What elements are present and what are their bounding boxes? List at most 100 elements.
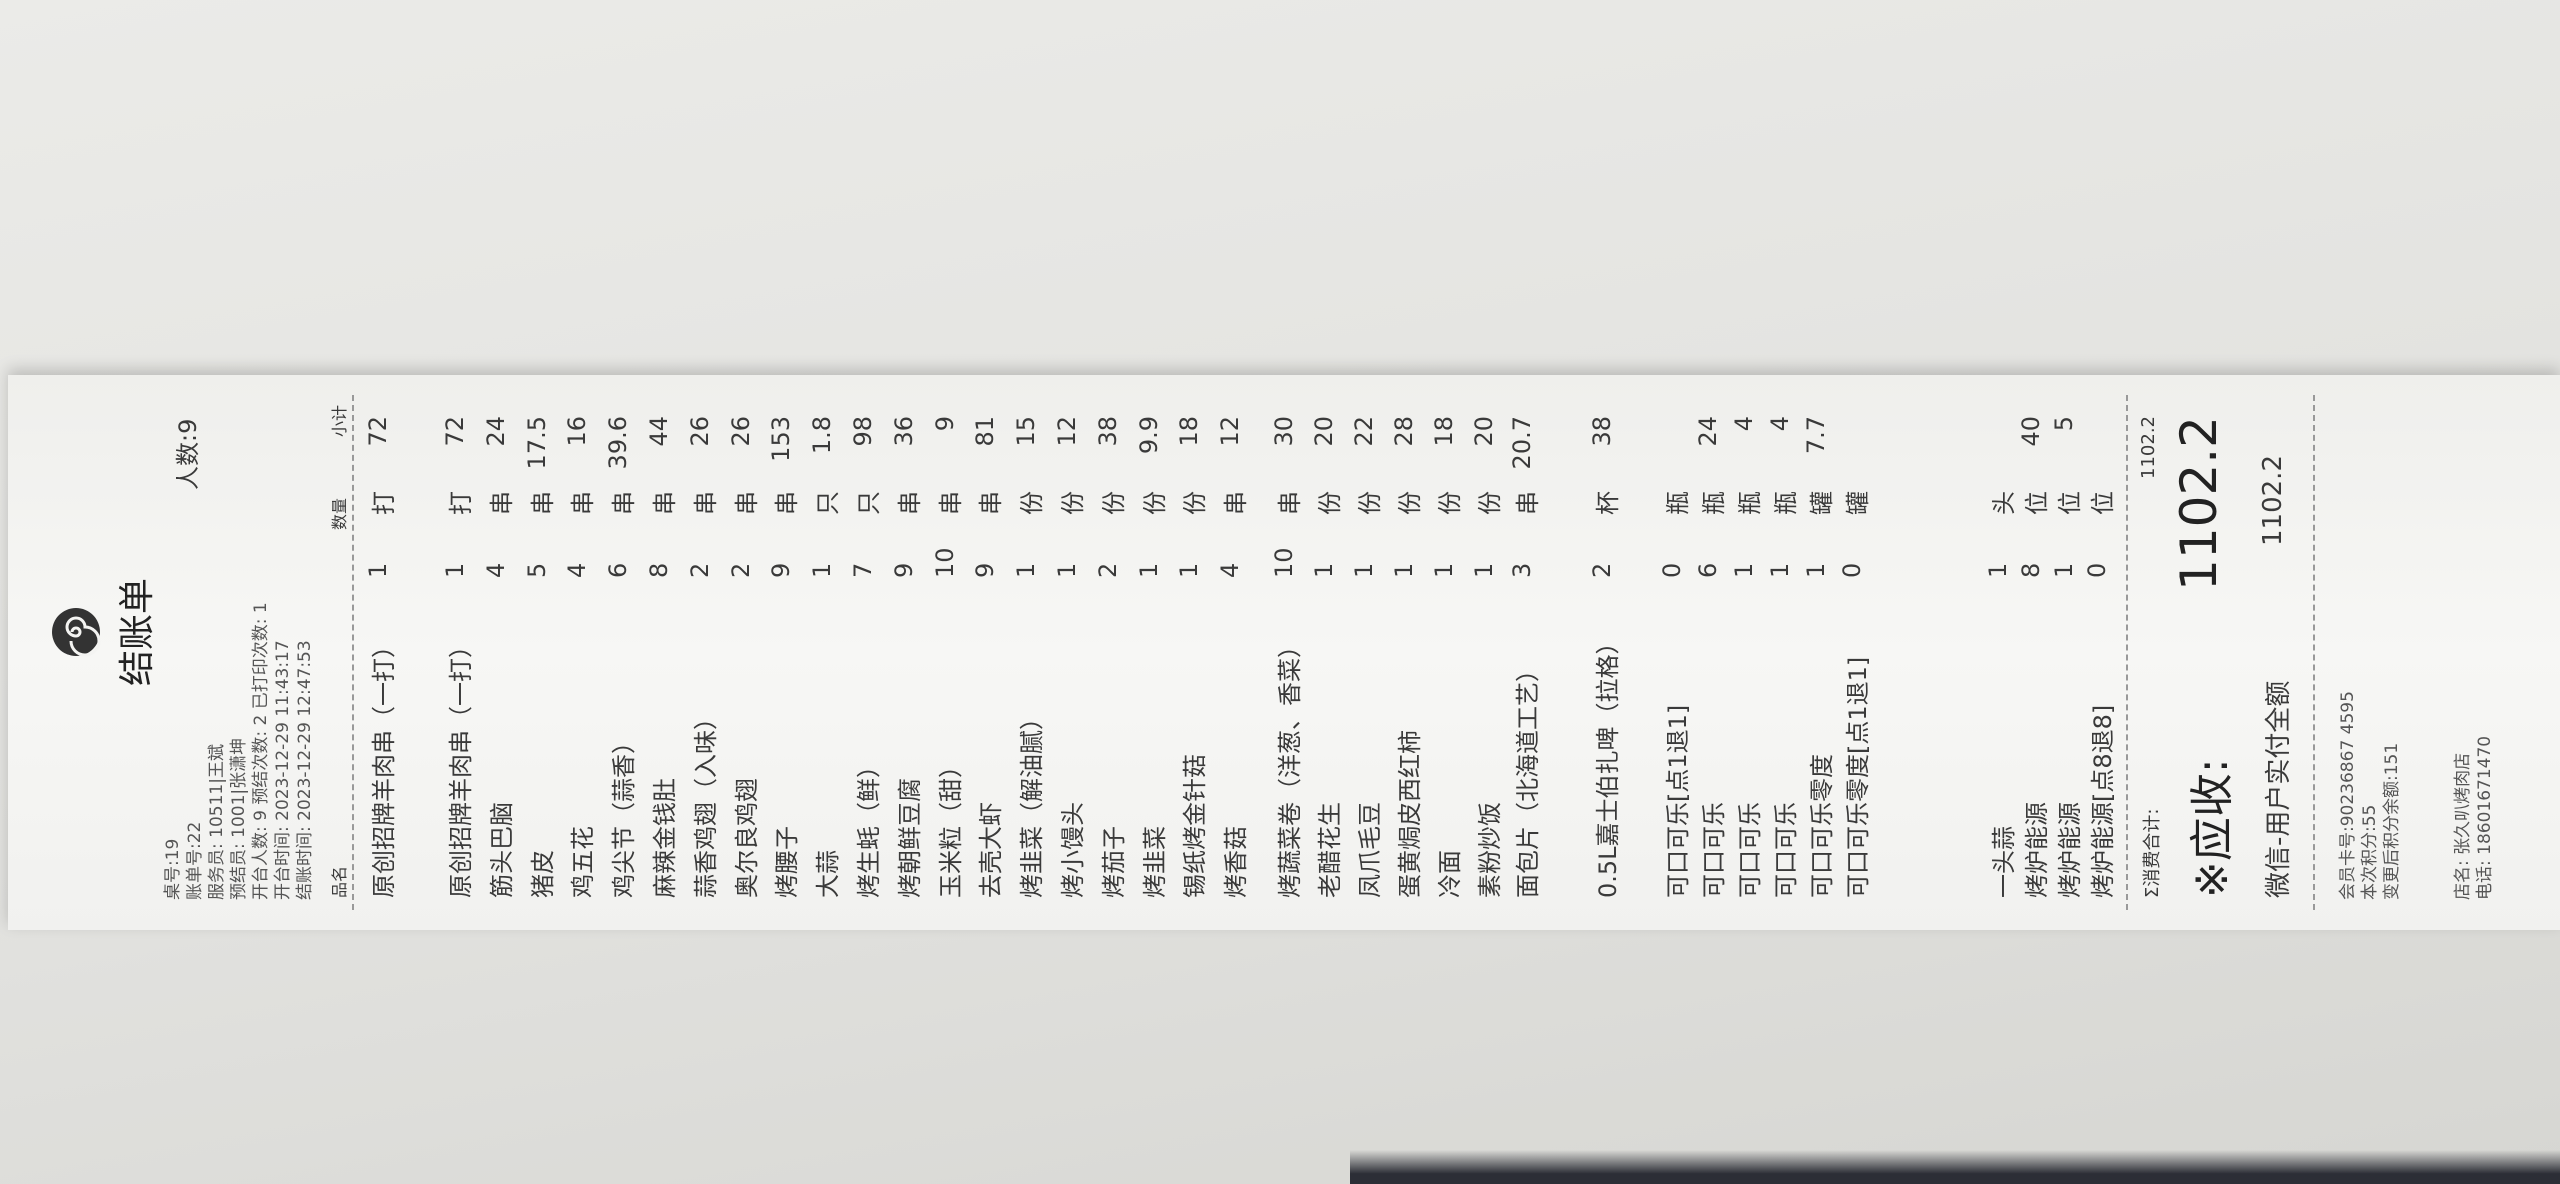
item-subtotal: 30 bbox=[1270, 416, 1298, 447]
item-row: 大蒜 1 只 1.8 bbox=[808, 375, 842, 930]
item-unit: 瓶 bbox=[1772, 491, 1800, 515]
item-name: 烤小馒头 bbox=[1059, 802, 1087, 898]
item-qty: 2 bbox=[1093, 562, 1122, 578]
item-qty: 4 bbox=[563, 562, 592, 578]
item-name: 筋头巴脑 bbox=[487, 802, 516, 898]
item-row: 原创招牌羊肉串（一打） 1 打 72 bbox=[441, 375, 475, 930]
item-subtotal: 38 bbox=[1588, 416, 1616, 447]
item-qty: 6 bbox=[604, 562, 633, 578]
item-subtotal: 24 bbox=[481, 416, 510, 447]
item-name: 烤炉能源[点8退8] bbox=[2089, 704, 2117, 898]
item-subtotal: 28 bbox=[1390, 416, 1418, 447]
separator bbox=[2126, 395, 2128, 910]
item-subtotal: 9.9 bbox=[1134, 416, 1163, 455]
item-row: 烤炉能源 8 位 40 bbox=[2017, 375, 2051, 930]
item-row: 一头蒜 1 头 bbox=[1984, 375, 2018, 930]
item-name: 鸡五花 bbox=[569, 826, 598, 898]
item-name: 烤腰子 bbox=[773, 826, 802, 898]
item-name: 素粉炒饭 bbox=[1476, 802, 1504, 898]
item-unit: 串 bbox=[773, 491, 802, 515]
item-subtotal: 18 bbox=[1430, 416, 1458, 447]
item-qty: 2 bbox=[685, 562, 714, 578]
item-row: 烤生蚝（鲜） 7 只 98 bbox=[849, 375, 883, 930]
item-qty: 1 bbox=[1310, 562, 1338, 578]
item-name: 烤生蚝（鲜） bbox=[855, 754, 883, 898]
item-subtotal: 26 bbox=[726, 416, 755, 447]
item-qty: 4 bbox=[481, 562, 510, 578]
item-subtotal: 1.8 bbox=[808, 416, 837, 455]
item-subtotal: 12 bbox=[1053, 416, 1081, 447]
item-subtotal: 36 bbox=[889, 416, 918, 447]
item-name: 去壳大虾 bbox=[977, 802, 1006, 898]
item-qty: 1 bbox=[1766, 562, 1794, 578]
item-name: 蒜香鸡翅（入味） bbox=[691, 706, 720, 898]
item-qty: 1 bbox=[1175, 562, 1204, 578]
item-row: 烤炉能源 1 位 5 bbox=[2050, 375, 2084, 930]
item-subtotal: 12 bbox=[1216, 416, 1245, 447]
item-qty: 1 bbox=[1470, 562, 1498, 578]
item-qty: 5 bbox=[522, 562, 551, 578]
payment-label: 微信-用户实付全额 bbox=[2264, 680, 2294, 898]
item-name: 烤炉能源 bbox=[2056, 802, 2084, 898]
item-row: 可口可乐零度[点1退1] 0 罐 bbox=[1838, 375, 1872, 930]
item-qty: 4 bbox=[1216, 562, 1245, 578]
item-subtotal: 20 bbox=[1310, 416, 1338, 447]
item-subtotal: 18 bbox=[1175, 416, 1204, 447]
item-row: 可口可乐 6 瓶 24 bbox=[1694, 375, 1728, 930]
item-subtotal: 4 bbox=[1766, 416, 1794, 432]
item-row: 可口可乐 1 瓶 4 bbox=[1730, 375, 1764, 930]
item-unit: 串 bbox=[895, 491, 924, 515]
item-unit: 位 bbox=[2089, 491, 2117, 515]
item-unit: 份 bbox=[1436, 491, 1464, 515]
receipt-title: 结账单 bbox=[117, 577, 158, 686]
item-row: 去壳大虾 9 串 81 bbox=[971, 375, 1005, 930]
item-row: 玉米粒（甜） 10 串 9 bbox=[930, 375, 965, 930]
item-subtotal: 72 bbox=[441, 416, 469, 447]
item-name: 猪皮 bbox=[528, 850, 557, 898]
item-subtotal: 17.5 bbox=[522, 416, 551, 470]
item-unit: 份 bbox=[1396, 491, 1424, 515]
item-row: 原创招牌羊肉串（一打） 1 打 72 bbox=[364, 375, 398, 930]
item-unit: 杯 bbox=[1594, 491, 1622, 515]
item-unit: 份 bbox=[1316, 491, 1344, 515]
item-unit: 串 bbox=[691, 491, 720, 515]
item-name: 烤茄子 bbox=[1099, 826, 1128, 898]
receivable-label: ※应收: bbox=[2187, 758, 2238, 898]
item-qty: 10 bbox=[930, 547, 959, 578]
item-row: 面包片（北海道工艺） 3 串 20.7 bbox=[1508, 375, 1542, 930]
item-row: 奥尔良鸡翅 2 串 26 bbox=[726, 375, 761, 930]
item-subtotal: 39.6 bbox=[604, 416, 633, 470]
item-qty: 1 bbox=[1350, 562, 1378, 578]
item-row: 鸡五花 4 串 16 bbox=[563, 375, 597, 930]
item-row: 烤腰子 9 串 153 bbox=[767, 375, 801, 930]
item-name: 玉米粒（甜） bbox=[936, 754, 965, 898]
item-unit: 罐 bbox=[1808, 491, 1836, 515]
item-unit: 串 bbox=[569, 491, 598, 515]
item-unit: 串 bbox=[1276, 491, 1304, 515]
item-name: 可口可乐 bbox=[1736, 802, 1764, 898]
item-unit: 位 bbox=[2056, 491, 2084, 515]
item-unit: 瓶 bbox=[1664, 491, 1692, 515]
item-unit: 串 bbox=[977, 491, 1006, 515]
item-qty: 2 bbox=[1588, 562, 1616, 578]
item-row: 老醋花生 1 份 20 bbox=[1310, 375, 1344, 930]
total-label: Σ消费合计: bbox=[2142, 808, 2163, 898]
item-qty: 1 bbox=[1984, 562, 2012, 578]
item-name: 一头蒜 bbox=[1990, 826, 2018, 898]
item-name: 可口可乐 bbox=[1700, 802, 1728, 898]
table-edge bbox=[1350, 1150, 2560, 1184]
item-row: 烤朝鲜豆腐 9 串 36 bbox=[889, 375, 924, 930]
item-row: 烤蔬菜卷（洋葱、香菜） 10 串 30 bbox=[1270, 375, 1304, 930]
item-subtotal: 16 bbox=[563, 416, 592, 447]
item-qty: 1 bbox=[1012, 562, 1041, 578]
item-subtotal: 22 bbox=[1350, 416, 1378, 447]
item-unit: 打 bbox=[370, 491, 398, 515]
item-name: 可口可乐 bbox=[1772, 802, 1800, 898]
total-value: 1102.2 bbox=[2138, 416, 2159, 479]
item-qty: 6 bbox=[1694, 562, 1722, 578]
item-name: 蛋黄焗皮西红柿 bbox=[1396, 730, 1424, 898]
item-row: 凤爪毛豆 1 份 22 bbox=[1350, 375, 1384, 930]
item-row: 可口可乐零度 1 罐 7.7 bbox=[1802, 375, 1836, 930]
item-name: 原创招牌羊肉串（一打） bbox=[447, 634, 475, 898]
